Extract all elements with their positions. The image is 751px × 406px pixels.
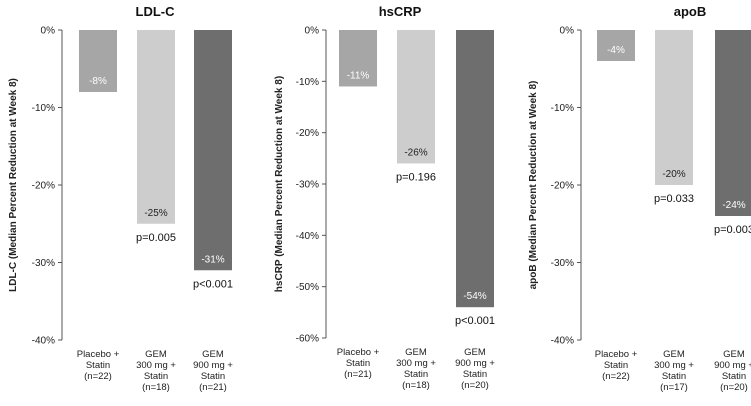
category-label: (n=22): [84, 371, 112, 382]
y-tick-label: -10%: [551, 103, 574, 114]
category-label: GEM: [464, 347, 486, 358]
category-label: Statin: [86, 360, 110, 371]
y-tick-label: -20%: [296, 128, 319, 139]
chart-title: LDL-C: [136, 4, 176, 19]
category-label: (n=18): [402, 380, 430, 391]
category-label: 300 mg +: [136, 360, 176, 371]
category-label: (n=17): [660, 382, 688, 393]
bar-value-label: -31%: [201, 254, 224, 265]
category-label: (n=20): [461, 380, 489, 391]
bar: [339, 30, 377, 87]
category-label: Statin: [201, 371, 225, 382]
category-label: Statin: [604, 360, 628, 371]
category-label: (n=22): [602, 371, 630, 382]
bar: [194, 30, 232, 271]
y-tick-label: -60%: [296, 334, 319, 345]
bar-value-label: -4%: [607, 45, 625, 56]
y-tick-label: -30%: [296, 180, 319, 191]
chart-title: apoB: [674, 4, 707, 19]
category-label: GEM: [145, 349, 167, 360]
category-label: Statin: [144, 371, 168, 382]
category-label: 900 mg +: [714, 360, 751, 371]
p-value-label: p=0.033: [654, 193, 694, 205]
bar: [79, 30, 117, 92]
category-label: Placebo +: [77, 349, 120, 360]
p-value-label: p=0.196: [396, 171, 436, 183]
category-label: Statin: [722, 371, 746, 382]
y-tick-label: -30%: [32, 258, 55, 269]
category-label: Placebo +: [595, 349, 638, 360]
bar: [715, 30, 751, 216]
p-value-label: p<0.001: [455, 315, 495, 327]
category-label: (n=20): [720, 382, 748, 393]
y-tick-label: -20%: [32, 181, 55, 192]
bar: [137, 30, 175, 224]
y-tick-label: -10%: [296, 77, 319, 88]
category-label: GEM: [405, 347, 427, 358]
bar-value-label: -11%: [347, 70, 370, 81]
bar-value-label: -25%: [144, 208, 167, 219]
bar-value-label: -24%: [722, 200, 745, 211]
category-label: Placebo +: [337, 347, 380, 358]
bar: [655, 30, 693, 185]
y-tick-label: -10%: [32, 103, 55, 114]
chart-title: hsCRP: [379, 4, 422, 19]
bar: [397, 30, 435, 164]
category-label: (n=18): [142, 382, 170, 393]
y-tick-label: -40%: [296, 231, 319, 242]
y-axis-label: hsCRP (Median Percent Reduction at Week …: [274, 76, 285, 292]
category-label: GEM: [202, 349, 224, 360]
y-axis-label: LDL-C (Median Percent Reduction at Week …: [8, 78, 19, 292]
category-label: GEM: [663, 349, 685, 360]
category-label: GEM: [723, 349, 745, 360]
category-label: 300 mg +: [654, 360, 694, 371]
chart-panel-2: apoB apoB (Median Percent Reduction at We…: [528, 4, 751, 393]
category-label: (n=21): [199, 382, 227, 393]
bar-value-label: -8%: [89, 76, 107, 87]
chart-panel-1: hsCRP hsCRP (Median Percent Reduction at …: [274, 4, 495, 391]
p-value-label: p=0.003: [714, 224, 751, 236]
y-tick-label: 0%: [560, 26, 575, 37]
category-label: (n=21): [344, 369, 372, 380]
p-value-label: p=0.005: [136, 232, 176, 244]
bar-value-label: -54%: [463, 291, 486, 302]
y-tick-label: -30%: [551, 258, 574, 269]
category-label: 900 mg +: [193, 360, 233, 371]
y-tick-label: -50%: [296, 282, 319, 293]
bar-value-label: -26%: [404, 147, 427, 158]
category-label: Statin: [346, 358, 370, 369]
y-tick-label: 0%: [41, 26, 56, 37]
category-label: 300 mg +: [396, 358, 436, 369]
p-value-label: p<0.001: [193, 278, 233, 290]
category-label: Statin: [463, 369, 487, 380]
bar-value-label: -20%: [662, 169, 685, 180]
bar: [597, 30, 635, 61]
y-tick-label: -20%: [551, 181, 574, 192]
y-tick-label: 0%: [305, 26, 320, 37]
category-label: Statin: [662, 371, 686, 382]
y-tick-label: -40%: [32, 336, 55, 347]
chart-panel-0: LDL-C LDL-C (Median Percent Reduction at …: [8, 4, 233, 393]
category-label: 900 mg +: [455, 358, 495, 369]
y-axis-label: apoB (Median Percent Reduction at Week 8…: [528, 81, 539, 290]
bar: [456, 30, 494, 308]
y-tick-label: -40%: [551, 336, 574, 347]
category-label: Statin: [404, 369, 428, 380]
